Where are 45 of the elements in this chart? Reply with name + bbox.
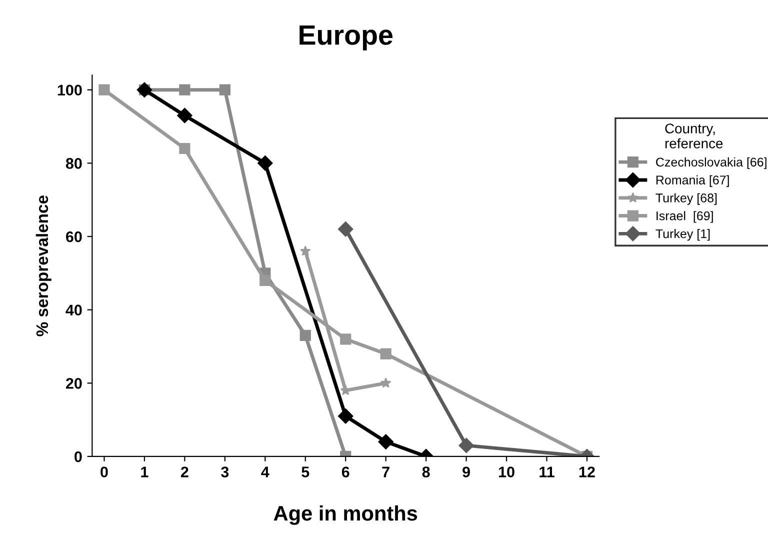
point <box>300 246 311 256</box>
legend-title: Country, reference <box>665 124 723 148</box>
x-tick-label: 6 <box>342 466 350 478</box>
point <box>458 438 474 454</box>
point <box>380 378 392 388</box>
x-tick-label: 10 <box>498 466 514 478</box>
y-tick-label: 80 <box>66 158 82 169</box>
legend-label: Romania [67] <box>656 175 729 187</box>
y-tick-label: 60 <box>66 231 82 242</box>
legend-label: Turkey [1] <box>656 228 710 241</box>
point <box>380 348 392 360</box>
point <box>340 384 351 396</box>
point <box>340 334 352 345</box>
point <box>219 84 230 96</box>
x-tick-label: 2 <box>180 466 188 478</box>
x-tick-label: 9 <box>462 466 470 478</box>
x-tick-label: 1 <box>141 466 148 478</box>
x-tick-label: 5 <box>302 466 310 478</box>
x-tick-label: 8 <box>422 466 430 478</box>
x-tick-label: 4 <box>261 466 270 478</box>
y-tick-label: 20 <box>66 378 82 389</box>
legend-label: Turkey [68] <box>656 193 717 205</box>
point <box>98 84 110 96</box>
point <box>260 274 271 286</box>
y-tick-label: 40 <box>66 304 82 316</box>
x-tick-label: 0 <box>100 466 108 478</box>
point <box>338 408 354 424</box>
x-tick-label: 7 <box>382 466 390 478</box>
point <box>177 108 192 124</box>
x-axis-title: Age in months <box>274 505 418 525</box>
point <box>300 330 311 342</box>
legend-label: Israel [69] <box>656 211 713 223</box>
x-tick-label: 3 <box>221 466 229 478</box>
chart-title: Europe <box>300 26 392 50</box>
point <box>338 222 354 237</box>
legend-label: Czechoslovakia [66] <box>656 157 766 170</box>
x-tick-label: 11 <box>540 466 554 478</box>
point <box>179 84 190 96</box>
x-tick-label: 12 <box>579 466 595 478</box>
point <box>179 142 190 154</box>
point <box>378 434 394 450</box>
point <box>258 156 273 171</box>
y-tick-label: 100 <box>58 84 82 96</box>
y-axis-title: % seroprevalence <box>36 196 52 336</box>
y-tick-label: 0 <box>74 451 82 462</box>
